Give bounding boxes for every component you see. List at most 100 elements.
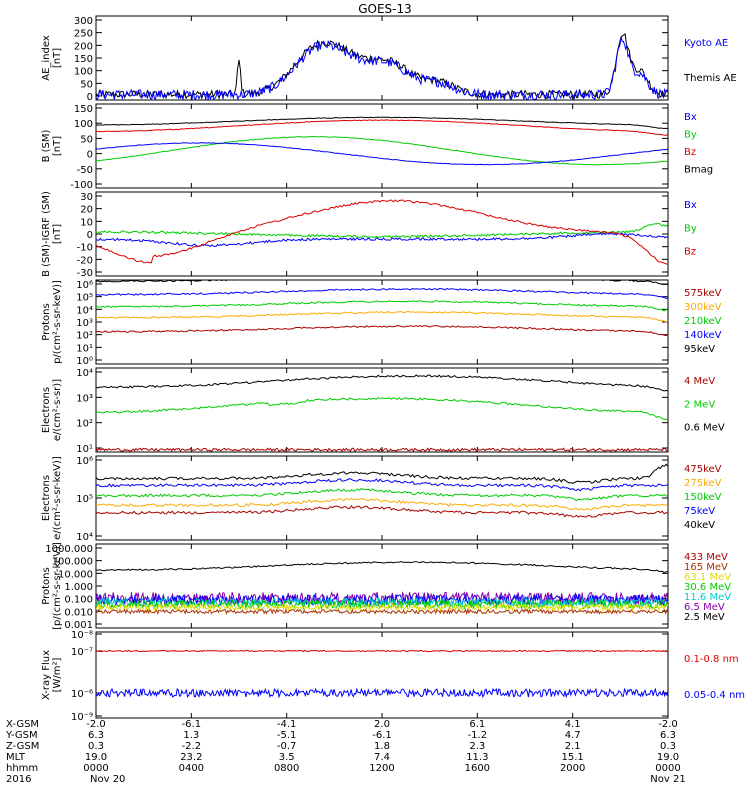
y-tick-label: 250	[74, 29, 93, 40]
legend-entry: 4 MeV	[684, 376, 715, 387]
x-axis-value: -5.1	[277, 730, 297, 741]
y-tick-label: 10⁶	[76, 280, 93, 291]
y-axis-label: B (SM)	[41, 129, 52, 162]
y-axis-label: p/(cm²-s-sr-keV)]	[52, 280, 63, 364]
panel-frame-protons2	[95, 543, 669, 629]
y-tick-label: -50	[77, 165, 93, 176]
y-tick-label: 10⁴	[76, 532, 93, 543]
x-axis-value: 6.3	[660, 730, 676, 741]
x-axis-value: 2000	[560, 763, 585, 774]
plot-area-bsm	[96, 116, 668, 166]
x-axis-value: -2.0	[658, 719, 678, 730]
y-axis-label: Protons	[41, 303, 52, 340]
x-axis-value: Nov 21	[650, 774, 685, 785]
legend-entry: Bmag	[684, 165, 713, 176]
x-axis-value: 6.1	[469, 719, 485, 730]
panel-frame-electrons2	[95, 455, 669, 541]
legend-entry: Bz	[684, 247, 696, 258]
legend-entry: 6.5 MeV	[684, 602, 725, 613]
y-axis-label: e/(cm²-s-sr-keV)]	[52, 456, 63, 540]
legend-entry: 0.1-0.8 nm	[684, 654, 739, 665]
series-line-electrons-2mev	[96, 397, 668, 420]
y-axis-label: [p/(cm²-s-sr-keV)]	[52, 542, 63, 630]
plot-area-ae	[96, 32, 668, 100]
legend-entry: 150keV	[684, 492, 722, 503]
plot-area-electrons2	[96, 463, 668, 518]
series-line-by-residual	[96, 222, 668, 239]
x-axis-row-label: Y-GSM	[5, 730, 38, 741]
y-tick-label: 10³	[76, 318, 93, 329]
legend-entry: 0.6 MeV	[684, 423, 725, 434]
y-tick-label: 10⁻⁹	[71, 712, 93, 723]
legend-entry: Themis AE	[683, 73, 737, 84]
panel-frame-ae	[95, 15, 669, 101]
x-axis-value: 19.0	[85, 752, 107, 763]
plot-area-bigrf	[96, 199, 668, 265]
x-axis-value: 0.3	[660, 741, 676, 752]
x-axis-row-label: hhmm	[6, 763, 38, 774]
y-tick-label: 150	[74, 104, 93, 115]
y-tick-label: 30	[80, 192, 93, 203]
x-axis-value: 4.7	[565, 730, 581, 741]
plot-area-xray	[96, 649, 668, 699]
y-tick-label: 0.001	[64, 620, 93, 631]
y-axis-label: X-ray Flux	[41, 650, 52, 700]
legend-entry: 275keV	[684, 478, 722, 489]
y-tick-label: 1.000	[64, 582, 93, 593]
y-tick-label: 10⁻⁶	[71, 689, 93, 700]
x-axis-row-label: Z-GSM	[6, 741, 39, 752]
y-tick-label: 10⁶	[76, 456, 93, 467]
y-axis-label: Electrons	[41, 387, 52, 433]
series-line-protons-300kev	[96, 310, 668, 323]
legend-entry: 95keV	[684, 344, 715, 355]
y-tick-label: 10⁻⁸	[71, 630, 93, 641]
y-tick-label: 10¹	[76, 444, 93, 455]
x-axis-value: 0400	[179, 763, 204, 774]
y-tick-label: 20	[80, 205, 93, 216]
legend-entry: 40keV	[684, 520, 715, 531]
y-tick-label: -20	[77, 255, 93, 266]
y-tick-label: -100	[70, 180, 93, 191]
x-axis-value: 2.1	[565, 741, 581, 752]
series-line-xray-long	[96, 649, 668, 653]
x-axis-value: 23.2	[180, 752, 202, 763]
legend-entry: 11.6 MeV	[684, 592, 731, 603]
y-tick-label: 100	[74, 67, 93, 78]
legend-entry: Bx	[684, 200, 697, 211]
x-axis-value: 2.0	[374, 719, 390, 730]
legend-entry: 165 MeV	[684, 562, 728, 573]
x-axis-value: -2.2	[182, 741, 202, 752]
y-tick-label: 10³	[76, 393, 93, 404]
series-line-protons-575kev	[96, 325, 668, 337]
y-tick-label: 10¹	[76, 343, 93, 354]
x-axis-value: -1.2	[468, 730, 488, 741]
y-axis-label: AE_index	[41, 35, 52, 81]
legend-entry: By	[684, 223, 697, 234]
y-tick-label: 300	[74, 16, 93, 27]
x-axis-value: 0000	[83, 763, 108, 774]
x-axis-value: 3.5	[279, 752, 295, 763]
y-tick-label: 10⁴	[76, 305, 93, 316]
x-axis-value: -6.1	[372, 730, 392, 741]
y-axis-label: e/(cm²-s-sr)]	[52, 379, 63, 441]
series-line-electrons-4mev	[96, 447, 668, 452]
series-line-electrons-475kev	[96, 504, 668, 518]
x-axis-value: 1200	[369, 763, 394, 774]
legend-entry: Bz	[684, 147, 696, 158]
series-line-bx-residual	[96, 232, 668, 248]
x-axis-value: 1600	[465, 763, 490, 774]
series-line-electrons-275kev	[96, 497, 668, 511]
legend-entry: 140keV	[684, 330, 722, 341]
legend-entry: 30.6 MeV	[684, 582, 731, 593]
y-axis-label: [nT]	[52, 224, 63, 244]
legend-entry: 75keV	[684, 506, 715, 517]
y-tick-label: 200	[74, 41, 93, 52]
legend-entry: Bx	[684, 112, 697, 123]
x-axis-value: -0.7	[277, 741, 297, 752]
x-axis-value: 7.4	[374, 752, 390, 763]
y-tick-label: 10²	[76, 419, 93, 430]
y-tick-label: 0	[87, 230, 93, 241]
chart-title: GOES-13	[358, 2, 412, 16]
x-axis-value: 6.3	[88, 730, 104, 741]
